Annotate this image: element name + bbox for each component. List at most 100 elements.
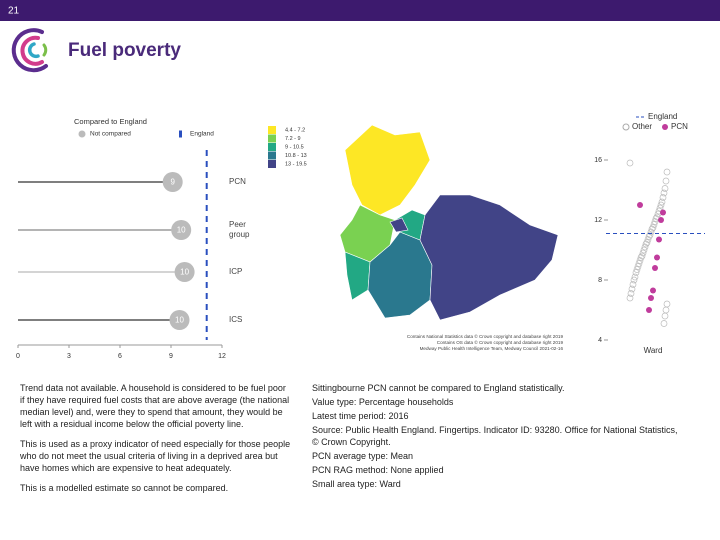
other-point (636, 257, 644, 264)
legend-swatch (268, 126, 276, 134)
legend-swatch (268, 143, 276, 151)
y-tick-label: 12 (594, 217, 602, 224)
legend-label: PCN (671, 122, 688, 131)
legend-label: Other (632, 122, 652, 131)
y-tick-label: 4 (598, 337, 602, 344)
right-text: Sittingbourne PCN cannot be compared to … (312, 382, 684, 492)
other-point (631, 273, 639, 281)
other-point (640, 246, 648, 254)
other-point (662, 306, 670, 314)
other-point (634, 263, 642, 270)
legend-swatch (662, 124, 668, 130)
other-point (630, 276, 638, 284)
left-text: Trend data not available. A household is… (20, 382, 292, 502)
map (339, 124, 559, 321)
other-point (629, 281, 637, 288)
other-point (650, 221, 658, 228)
category-label: Peer group (229, 220, 250, 239)
lollipop-dot (171, 220, 192, 240)
y-tick-label: 8 (598, 277, 602, 284)
other-point (641, 243, 649, 251)
other-point (663, 300, 671, 308)
other-point (656, 204, 664, 212)
x-tick-label: 0 (16, 353, 20, 360)
other-point (662, 177, 670, 185)
legend-title: Compared to England (74, 117, 147, 126)
legend-swatch (78, 130, 86, 138)
text-block: PCN RAG method: None applied (312, 465, 444, 475)
other-point (661, 185, 669, 192)
legend-swatch (179, 130, 182, 138)
other-point (626, 159, 634, 167)
text-block: This is a modelled estimate so cannot be… (20, 483, 229, 493)
legend-label: 9 - 10.5 (285, 144, 304, 150)
lollipop-dot (174, 262, 195, 282)
attribution-line: Contains National Statistics data © Crow… (407, 333, 564, 339)
other-point (663, 168, 671, 176)
category-label: ICS (229, 315, 242, 324)
lollipop-dot (162, 172, 183, 192)
logo (11, 28, 48, 73)
other-point (660, 189, 668, 197)
other-point (647, 228, 655, 236)
legend-swatch (268, 134, 276, 143)
other-point (632, 269, 640, 276)
pcn-point (658, 217, 664, 223)
other-point (658, 198, 666, 206)
x-tick-label: 6 (118, 353, 122, 360)
attribution-line: Contains OS data © Crown copyright and d… (437, 339, 564, 345)
other-point (644, 236, 652, 243)
text-block: Sittingbourne PCN cannot be compared to … (312, 383, 565, 393)
legend-label: England (190, 131, 214, 138)
other-point (653, 213, 661, 221)
other-point (633, 266, 641, 273)
text-block: Source: Public Health England. Fingertip… (312, 425, 678, 447)
pcn-point (650, 287, 656, 294)
other-point (648, 225, 656, 233)
lollipop-dot (169, 310, 190, 330)
legend-label: 10.8 - 13 (285, 153, 307, 159)
x-tick-label: 3 (67, 353, 71, 360)
legend-swatch (268, 151, 276, 160)
pcn-point (652, 265, 658, 271)
other-point (657, 201, 665, 209)
other-point (649, 224, 657, 231)
text-block: Latest time period: 2016 (312, 411, 409, 421)
pcn-point (648, 295, 654, 301)
other-point (651, 218, 659, 225)
category-label: PCN (229, 177, 246, 186)
value-label: 9 (170, 178, 175, 187)
slide-number: 21 (8, 6, 20, 17)
pcn-point (654, 254, 660, 261)
legend-label: 4.4 - 7.2 (285, 127, 305, 133)
value-label: 10 (177, 226, 186, 235)
text-block: Value type: Percentage households (312, 397, 454, 407)
other-point (639, 249, 647, 257)
other-point (661, 312, 669, 320)
y-tick-label: 16 (594, 157, 602, 164)
pcn-point (637, 202, 643, 208)
text-block: PCN average type: Mean (312, 451, 414, 461)
map-attribution: Contains National Statistics data © Crow… (407, 333, 564, 351)
legend-label: Not compared (90, 131, 131, 138)
attribution-line: Medway Public Health Intelligence Team, … (420, 346, 564, 351)
other-point (643, 239, 651, 246)
x-tick-label: 9 (169, 353, 173, 360)
legend-label: 7.2 - 9 (285, 136, 301, 142)
slide-title: Fuel poverty (68, 40, 181, 61)
legend-label: England (648, 112, 677, 121)
header-bar (0, 0, 720, 21)
other-point (635, 260, 643, 267)
other-point (659, 194, 667, 201)
value-label: 10 (175, 316, 184, 325)
x-tick-label: 12 (218, 353, 226, 360)
map-legend: 4.4 - 7.2 7.2 - 9 9 - 10.5 10.8 - 13 13 - 19… (268, 126, 307, 168)
legend-label: 13 - 19.5 (285, 161, 307, 167)
text-block: Small area type: Ward (312, 479, 401, 489)
other-point (627, 290, 635, 297)
text-block: This is used as a proxy indicator of nee… (20, 439, 291, 473)
category-label: ICP (229, 267, 242, 276)
pcn-point (660, 209, 666, 216)
legend-swatch (622, 123, 630, 131)
